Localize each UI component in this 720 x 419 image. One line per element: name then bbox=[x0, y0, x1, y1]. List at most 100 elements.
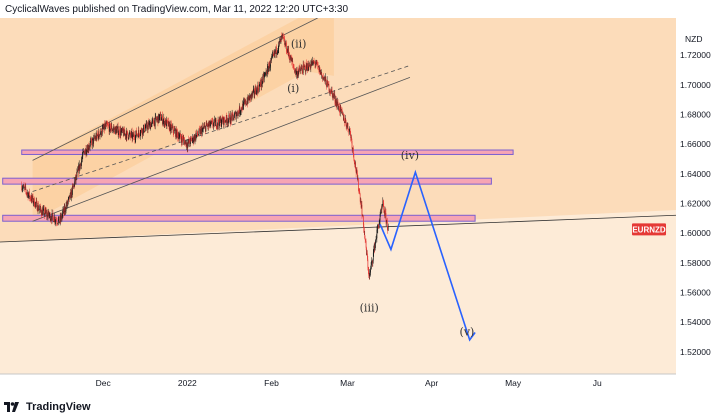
candle-body bbox=[197, 134, 199, 136]
candle-body bbox=[331, 90, 333, 93]
candle-body bbox=[129, 132, 131, 136]
label-layer: (ii) (i) (iii) (iv) (v) bbox=[287, 38, 474, 339]
candle-body bbox=[291, 58, 293, 62]
candle-body bbox=[181, 139, 182, 143]
candle-body bbox=[233, 116, 234, 120]
candle-body bbox=[258, 85, 260, 91]
candle-body bbox=[333, 93, 334, 97]
candle-body bbox=[142, 128, 143, 135]
candle-body bbox=[73, 184, 75, 187]
candle-body bbox=[68, 196, 70, 199]
candle-body bbox=[72, 186, 73, 195]
candle-body bbox=[353, 147, 354, 154]
candle-body bbox=[273, 51, 275, 55]
candle-body bbox=[222, 119, 223, 123]
candle-body bbox=[174, 129, 176, 131]
candle-body bbox=[382, 201, 384, 204]
candle-body bbox=[280, 39, 281, 43]
candle-body bbox=[52, 213, 53, 214]
candle-body bbox=[85, 148, 86, 152]
candle-body bbox=[77, 170, 79, 171]
wave-label: (v) bbox=[460, 325, 475, 338]
candle-body bbox=[281, 36, 282, 38]
candle-body bbox=[256, 87, 258, 89]
candle-body bbox=[172, 126, 173, 128]
candle-body bbox=[253, 88, 255, 90]
candle-body bbox=[306, 63, 308, 69]
candle-body bbox=[342, 111, 343, 115]
candle-body bbox=[176, 128, 177, 138]
candle-body bbox=[137, 134, 139, 138]
candle-body bbox=[332, 93, 334, 98]
candle-body bbox=[86, 149, 88, 153]
channel-mid-line bbox=[32, 65, 411, 192]
candle-body bbox=[172, 126, 174, 132]
candle-body bbox=[122, 128, 124, 132]
candle-body bbox=[101, 128, 103, 134]
candle-body bbox=[53, 217, 55, 222]
candle-body bbox=[264, 74, 266, 76]
price-chart[interactable]: (ii) (i) (iii) (iv) (v) 1.72000 1.70000 1.6800… bbox=[0, 18, 720, 398]
candle-body bbox=[42, 209, 43, 216]
candle-body bbox=[275, 47, 277, 52]
candle-body bbox=[347, 123, 348, 125]
candle-body bbox=[366, 247, 367, 255]
candle-body bbox=[212, 121, 214, 126]
candle-body bbox=[358, 189, 360, 191]
candle-body bbox=[129, 132, 131, 134]
candle-body bbox=[202, 126, 204, 130]
candle-body bbox=[166, 119, 168, 122]
candle-body bbox=[296, 70, 298, 77]
channel-upper-line bbox=[32, 18, 318, 161]
candle-body bbox=[29, 196, 31, 198]
candle-body bbox=[317, 64, 319, 67]
candle-body bbox=[301, 68, 303, 72]
candle-body bbox=[358, 178, 359, 190]
candle-body bbox=[305, 63, 307, 71]
candle-body bbox=[267, 66, 268, 74]
candle-body bbox=[323, 77, 324, 79]
candle-body bbox=[358, 190, 360, 192]
candle-body bbox=[377, 225, 379, 229]
candle-body bbox=[260, 85, 262, 87]
candle-body bbox=[142, 128, 144, 134]
candle-body bbox=[156, 118, 158, 121]
candle-body bbox=[35, 201, 37, 204]
candle-body bbox=[104, 123, 105, 130]
candle-body bbox=[227, 121, 228, 124]
candle-body bbox=[210, 121, 212, 125]
candle-body bbox=[124, 128, 125, 134]
candle-body bbox=[326, 86, 328, 88]
candle-body bbox=[238, 112, 240, 114]
candle-body bbox=[351, 141, 353, 149]
candle-body bbox=[24, 187, 26, 188]
tradingview-footer[interactable]: TradingView bbox=[4, 399, 91, 415]
candle-body bbox=[266, 73, 268, 75]
candle-body bbox=[154, 116, 156, 126]
axis-layer: 1.72000 1.70000 1.68000 1.66000 1.64000 1.620… bbox=[0, 34, 711, 388]
candle-body bbox=[70, 192, 71, 194]
candle-body bbox=[365, 240, 367, 248]
candle-body bbox=[149, 122, 151, 129]
candle-body bbox=[31, 195, 33, 201]
candle-body bbox=[328, 84, 330, 92]
candle-body bbox=[380, 208, 382, 214]
candle-body bbox=[351, 137, 352, 142]
candle-body bbox=[347, 123, 349, 129]
candle-body bbox=[257, 85, 259, 93]
candle-body bbox=[375, 239, 377, 241]
candle-body bbox=[109, 123, 110, 132]
candle-body bbox=[168, 122, 170, 130]
candle-body bbox=[170, 123, 172, 125]
candle-body bbox=[272, 53, 274, 55]
candle-body bbox=[288, 54, 290, 57]
candle-body bbox=[312, 60, 314, 62]
candle-body bbox=[65, 205, 67, 212]
candle-body bbox=[293, 67, 295, 69]
candle-body bbox=[237, 111, 239, 116]
candle-body bbox=[226, 119, 228, 124]
candle-body bbox=[31, 195, 33, 200]
candle-body bbox=[57, 223, 59, 224]
candle-body bbox=[91, 139, 92, 142]
candle-body bbox=[318, 66, 319, 67]
